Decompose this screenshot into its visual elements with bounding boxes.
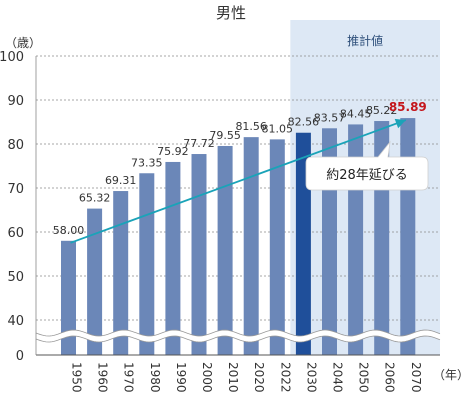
- x-tick-label: 2020: [252, 362, 266, 393]
- y-tick-label: 0: [16, 349, 24, 364]
- value-label: 73.35: [131, 156, 163, 169]
- value-label: 58.00: [53, 224, 85, 237]
- bar: [217, 145, 233, 355]
- y-tick-label: 50: [7, 270, 24, 285]
- x-tick-label: 2050: [357, 362, 371, 393]
- value-label: 85.89: [389, 100, 427, 114]
- annotation-callout: [305, 140, 429, 191]
- value-label: 79.55: [209, 129, 241, 142]
- x-tick-label: 1950: [70, 362, 84, 393]
- bar: [191, 154, 207, 355]
- bar: [400, 118, 416, 355]
- bar: [87, 208, 103, 355]
- bar: [139, 173, 155, 355]
- bar: [113, 191, 129, 355]
- y-tick-label: 80: [7, 138, 24, 153]
- x-tick-label: 2040: [331, 362, 345, 393]
- value-label: 84.45: [340, 107, 372, 120]
- x-tick-label: 2070: [409, 362, 423, 393]
- x-tick-label: 1990: [174, 362, 188, 393]
- bar: [269, 139, 285, 355]
- x-tick-label: 2010: [226, 362, 240, 393]
- x-tick-label: 1960: [96, 362, 110, 393]
- y-tick-label: 60: [7, 226, 24, 241]
- bar: [165, 161, 181, 355]
- x-axis-unit: （年）: [433, 368, 462, 382]
- value-label: 69.31: [105, 174, 137, 187]
- value-label: 82.56: [288, 116, 320, 129]
- x-tick-label: 1980: [148, 362, 162, 393]
- value-label: 81.05: [262, 122, 294, 135]
- x-tick-label: 2000: [200, 362, 214, 393]
- y-axis-unit: （歳）: [5, 36, 42, 50]
- chart-title: 男性: [215, 4, 246, 22]
- bar: [61, 240, 76, 355]
- value-label: 65.32: [79, 192, 111, 205]
- trend-arrow-head: [394, 118, 406, 129]
- axis-break-line-top: [35, 329, 441, 337]
- projection-label: 推計値: [347, 33, 383, 48]
- trend-arrow-line: [70, 119, 407, 244]
- axis-break-line-bottom: [35, 335, 441, 343]
- x-tick-label: 1970: [122, 362, 136, 393]
- value-label: 75.92: [157, 145, 189, 158]
- value-label: 83.57: [314, 111, 346, 124]
- value-label: 81.56: [235, 120, 267, 133]
- x-tick-label: 2030: [304, 362, 318, 393]
- bar: [243, 137, 259, 355]
- y-tick-label: 100: [0, 50, 24, 65]
- y-tick-label: 40: [7, 314, 24, 329]
- x-tick-label: 2022: [278, 362, 292, 393]
- x-tick-label: 2060: [383, 362, 397, 393]
- annotation-text: 約28年延びる: [326, 168, 408, 183]
- y-tick-label: 70: [7, 182, 24, 197]
- value-label: 77.72: [183, 137, 215, 150]
- value-label: 85.22: [366, 104, 398, 117]
- y-tick-label: 90: [7, 94, 24, 109]
